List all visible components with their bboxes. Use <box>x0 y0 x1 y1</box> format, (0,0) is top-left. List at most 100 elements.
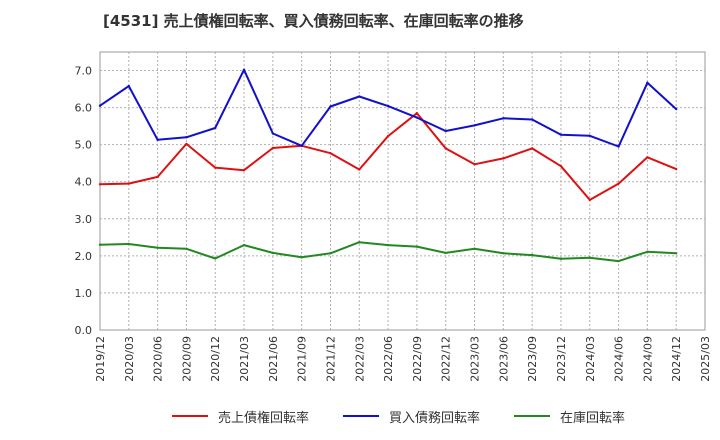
x-tick-label: 2025/03 <box>699 336 712 382</box>
legend-label-payables: 買入債務回転率 <box>389 410 481 426</box>
data-point <box>415 111 419 115</box>
data-point <box>358 240 361 244</box>
data-point <box>530 147 534 150</box>
data-point <box>559 164 563 168</box>
y-tick-label: 2.0 <box>75 250 93 263</box>
x-tick-label: 2023/09 <box>526 336 539 382</box>
y-tick-label: 1.0 <box>75 287 93 300</box>
data-point <box>444 147 447 150</box>
data-point <box>386 243 390 247</box>
data-point <box>242 68 246 71</box>
data-point <box>588 256 591 259</box>
data-point <box>646 156 649 159</box>
y-tick-label: 0.0 <box>75 324 93 337</box>
data-point <box>415 116 419 119</box>
data-point <box>271 251 275 255</box>
data-point <box>242 243 246 247</box>
y-tick-label: 7.0 <box>75 65 93 78</box>
x-tick-label: 2020/09 <box>180 336 193 382</box>
data-point <box>617 182 620 185</box>
x-tick-label: 2020/06 <box>152 336 165 382</box>
y-tick-label: 4.0 <box>75 176 93 189</box>
data-point <box>473 124 476 127</box>
x-tick-label: 2021/06 <box>267 336 280 382</box>
legend: 売上債権回転率 買入債務回転率 在庫回転率 <box>0 405 720 427</box>
data-point <box>530 253 534 257</box>
legend-item-inventory: 在庫回転率 <box>514 405 625 427</box>
legend-label-receivables: 売上債権回転率 <box>218 410 310 426</box>
data-point <box>358 168 361 171</box>
data-point <box>98 243 102 246</box>
legend-label-inventory: 在庫回転率 <box>560 410 626 426</box>
data-point <box>502 117 505 120</box>
data-point <box>214 257 217 260</box>
x-tick-label: 2022/06 <box>382 336 395 382</box>
x-tick-label: 2022/09 <box>411 336 424 382</box>
chart-title: [4531] 売上債権回転率、買入債務回転率、在庫回転率の推移 <box>103 12 524 30</box>
data-point <box>98 104 102 107</box>
data-point <box>502 252 505 255</box>
data-point <box>358 95 361 98</box>
data-point <box>214 126 217 130</box>
data-point <box>300 256 303 259</box>
y-tick-label: 5.0 <box>75 139 93 152</box>
data-point <box>588 134 591 137</box>
data-point <box>127 182 131 185</box>
data-point <box>386 104 390 108</box>
data-point <box>300 144 303 147</box>
data-point <box>386 134 390 138</box>
x-tick-label: 2023/03 <box>469 336 482 382</box>
legend-swatch-payables <box>343 415 379 417</box>
data-point <box>329 151 332 155</box>
data-point <box>329 252 332 255</box>
data-point <box>617 145 620 148</box>
data-point <box>156 138 159 142</box>
y-tick-label: 6.0 <box>75 102 93 115</box>
x-tick-label: 2023/12 <box>555 336 568 382</box>
legend-item-receivables: 売上債権回転率 <box>172 405 309 427</box>
x-tick-label: 2022/03 <box>353 336 366 382</box>
x-tick-label: 2021/12 <box>324 336 337 382</box>
data-point <box>271 132 275 135</box>
data-point <box>646 81 649 84</box>
data-point <box>214 166 217 169</box>
y-tick-label: 3.0 <box>75 213 93 226</box>
data-point <box>502 157 505 160</box>
data-point <box>444 251 447 255</box>
x-tick-label: 2021/03 <box>238 336 251 382</box>
data-point <box>185 247 188 251</box>
data-point <box>588 198 591 202</box>
data-point <box>530 118 534 121</box>
x-tick-label: 2021/09 <box>296 336 309 382</box>
legend-swatch-inventory <box>514 415 550 417</box>
data-point <box>156 175 159 179</box>
x-tick-label: 2023/06 <box>497 336 510 382</box>
data-point <box>127 84 131 88</box>
data-point <box>559 133 563 136</box>
data-point <box>559 257 563 261</box>
legend-item-payables: 買入債務回転率 <box>343 405 480 427</box>
x-tick-label: 2019/12 <box>94 336 107 382</box>
data-point <box>329 105 332 108</box>
x-tick-label: 2020/12 <box>209 336 222 382</box>
data-point <box>156 246 159 249</box>
x-tick-label: 2024/12 <box>670 336 683 382</box>
data-point <box>185 136 188 139</box>
data-point <box>674 252 678 255</box>
data-point <box>242 169 246 172</box>
x-tick-label: 2024/09 <box>641 336 654 382</box>
plot-frame <box>99 51 706 331</box>
data-point <box>127 242 131 246</box>
data-point <box>271 146 275 150</box>
data-point <box>98 183 102 186</box>
x-tick-label: 2020/03 <box>123 336 136 382</box>
data-point <box>617 259 620 263</box>
data-point <box>473 247 476 251</box>
data-point <box>415 245 419 248</box>
data-point <box>674 107 678 111</box>
data-point <box>473 163 476 166</box>
data-point <box>646 250 649 253</box>
data-point <box>674 167 678 171</box>
data-point <box>185 142 188 146</box>
